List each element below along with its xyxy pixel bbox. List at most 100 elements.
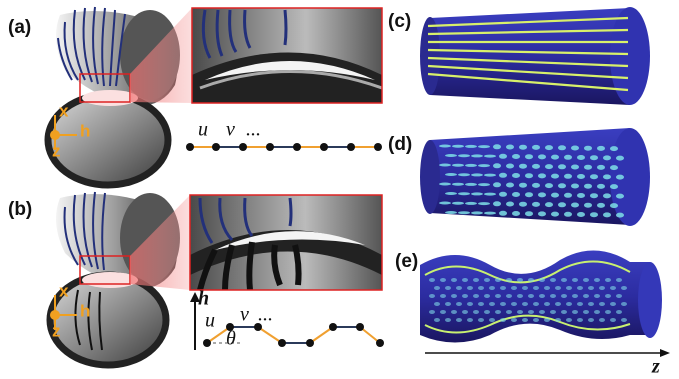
shape <box>310 327 333 343</box>
pattern-dot <box>566 318 572 322</box>
pattern-dot <box>467 286 473 290</box>
pattern-dot <box>533 302 539 306</box>
pattern-dot <box>467 318 473 322</box>
shape <box>306 339 314 347</box>
angle-label: θ <box>226 328 236 350</box>
pattern-dot <box>471 173 483 176</box>
pattern-dot <box>499 154 507 159</box>
pattern-dot <box>616 175 624 180</box>
pattern-dot <box>462 294 468 298</box>
pattern-dot <box>495 294 501 298</box>
pattern-dot <box>462 278 468 282</box>
pattern-dot <box>478 202 490 205</box>
pattern-dot <box>511 286 517 290</box>
pattern-dot <box>584 165 592 170</box>
pattern-dot <box>577 302 583 306</box>
pattern-dot <box>439 183 451 186</box>
pattern-dot <box>489 286 495 290</box>
shape <box>51 311 59 319</box>
pattern-dot <box>603 174 611 179</box>
pattern-dot <box>445 192 457 195</box>
shape <box>278 339 286 347</box>
panel-label: (c) <box>388 11 411 32</box>
pattern-dot <box>451 278 457 282</box>
pattern-dot <box>561 294 567 298</box>
pattern-dot <box>584 203 592 208</box>
pattern-dot <box>532 164 540 169</box>
pattern-dot <box>610 184 618 189</box>
pattern-dot <box>577 174 585 179</box>
axis-label: z <box>52 321 61 340</box>
pattern-dot <box>599 318 605 322</box>
site-label: u <box>198 119 208 141</box>
axis-label: x <box>59 101 69 120</box>
pattern-dot <box>616 156 624 161</box>
shape <box>266 143 274 151</box>
shape <box>660 349 670 357</box>
pattern-dot <box>456 302 462 306</box>
pattern-dot <box>572 310 578 314</box>
pattern-dot <box>564 155 572 160</box>
pattern-dot <box>499 211 507 216</box>
pattern-dot <box>597 184 605 189</box>
pattern-dot <box>484 212 496 215</box>
pattern-dot <box>590 212 598 217</box>
chain-b <box>190 292 384 350</box>
pattern-dot <box>489 302 495 306</box>
pattern-dot <box>539 294 545 298</box>
pattern-dot <box>478 164 490 167</box>
pattern-dot <box>577 155 585 160</box>
pattern-dot <box>558 202 566 207</box>
pattern-dot <box>452 183 464 186</box>
pattern-dot <box>484 155 496 158</box>
pattern-dot <box>506 202 514 207</box>
z-axis <box>425 349 670 357</box>
shape <box>638 262 662 338</box>
pattern-dot <box>621 302 627 306</box>
pattern-dot <box>429 278 435 282</box>
pattern-dot <box>610 203 618 208</box>
pattern-dot <box>493 163 501 168</box>
site-label: v <box>240 304 249 326</box>
pattern-dot <box>484 310 490 314</box>
pattern-dot <box>584 184 592 189</box>
pattern-dot <box>458 173 470 176</box>
shape <box>420 17 440 95</box>
pattern-dot <box>558 164 566 169</box>
shape <box>258 327 282 343</box>
pattern-dot <box>603 193 611 198</box>
pattern-dot <box>572 294 578 298</box>
cylinder-e <box>420 250 662 342</box>
pattern-dot <box>528 294 534 298</box>
pattern-dot <box>597 203 605 208</box>
pattern-dot <box>603 155 611 160</box>
pattern-dot <box>544 286 550 290</box>
pattern-dot <box>528 278 534 282</box>
pattern-dot <box>519 202 527 207</box>
pattern-dot <box>506 294 512 298</box>
pattern-dot <box>456 286 462 290</box>
tube-b <box>50 192 190 365</box>
pattern-dot <box>517 294 523 298</box>
pattern-dot <box>599 302 605 306</box>
pattern-dot <box>456 318 462 322</box>
pattern-dot <box>465 202 477 205</box>
pattern-dot <box>571 146 579 151</box>
pattern-dot <box>616 310 622 314</box>
pattern-dot <box>434 318 440 322</box>
pattern-dot <box>493 182 501 187</box>
pattern-dot <box>506 145 514 150</box>
pattern-dot <box>473 310 479 314</box>
pattern-dot <box>564 174 572 179</box>
pattern-dot <box>499 173 507 178</box>
pattern-dot <box>566 286 572 290</box>
shape <box>347 143 355 151</box>
site-label: u <box>205 310 215 332</box>
shape <box>293 143 301 151</box>
pattern-dot <box>571 203 579 208</box>
pattern-dot <box>506 278 512 282</box>
pattern-dot <box>590 174 598 179</box>
shape <box>186 143 194 151</box>
pattern-dot <box>517 278 523 282</box>
pattern-dot <box>532 145 540 150</box>
